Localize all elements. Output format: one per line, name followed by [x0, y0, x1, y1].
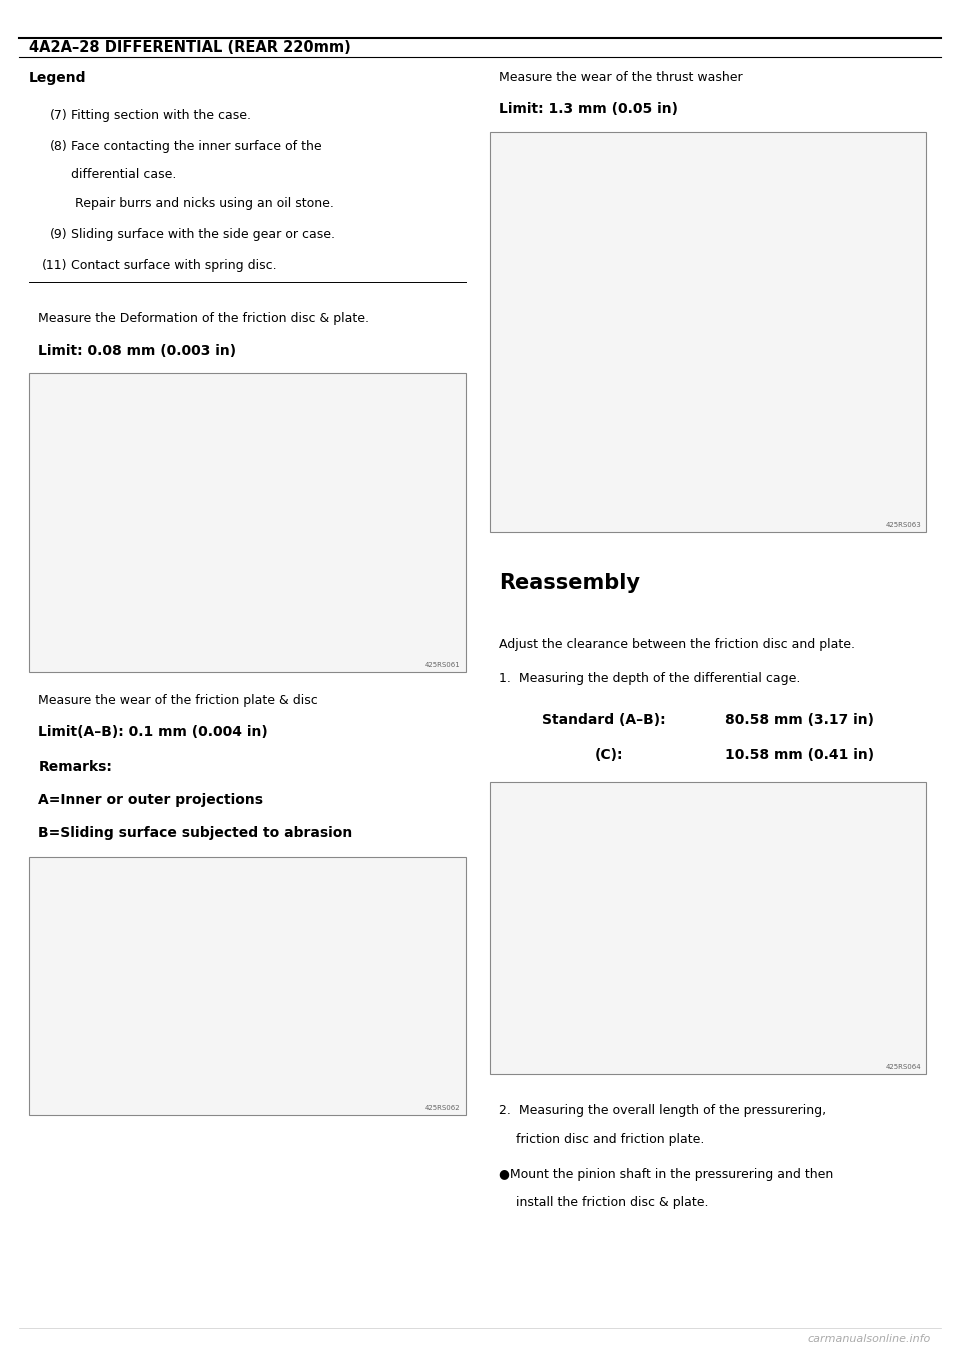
Text: 425RS061: 425RS061: [425, 663, 461, 668]
Text: Limit(A–B): 0.1 mm (0.004 in): Limit(A–B): 0.1 mm (0.004 in): [38, 725, 268, 739]
Text: Measure the Deformation of the friction disc & plate.: Measure the Deformation of the friction …: [38, 312, 370, 326]
Text: 10.58 mm (0.41 in): 10.58 mm (0.41 in): [725, 748, 874, 762]
FancyBboxPatch shape: [490, 132, 926, 532]
Text: Contact surface with spring disc.: Contact surface with spring disc.: [71, 259, 276, 273]
Text: 80.58 mm (3.17 in): 80.58 mm (3.17 in): [725, 713, 874, 727]
Text: Legend: Legend: [29, 71, 86, 84]
Text: 1.  Measuring the depth of the differential cage.: 1. Measuring the depth of the differenti…: [499, 672, 801, 686]
Text: carmanualsonline.info: carmanualsonline.info: [808, 1335, 931, 1344]
Text: Adjust the clearance between the friction disc and plate.: Adjust the clearance between the frictio…: [499, 638, 855, 652]
Text: (7): (7): [50, 109, 67, 122]
Text: Fitting section with the case.: Fitting section with the case.: [71, 109, 252, 122]
Text: ●Mount the pinion shaft in the pressurering and then: ●Mount the pinion shaft in the pressurer…: [499, 1168, 833, 1181]
Text: friction disc and friction plate.: friction disc and friction plate.: [516, 1133, 704, 1146]
Text: 4A2A–28 DIFFERENTIAL (REAR 220mm): 4A2A–28 DIFFERENTIAL (REAR 220mm): [29, 39, 350, 56]
FancyBboxPatch shape: [29, 373, 466, 672]
Text: Standard (A–B):: Standard (A–B):: [542, 713, 666, 727]
FancyBboxPatch shape: [29, 857, 466, 1115]
Text: (C):: (C):: [595, 748, 624, 762]
Text: differential case.: differential case.: [71, 168, 177, 182]
Text: (11): (11): [41, 259, 67, 273]
Text: 2.  Measuring the overall length of the pressurering,: 2. Measuring the overall length of the p…: [499, 1104, 827, 1118]
Text: Sliding surface with the side gear or case.: Sliding surface with the side gear or ca…: [71, 228, 335, 242]
Text: Remarks:: Remarks:: [38, 760, 112, 774]
Text: Limit: 1.3 mm (0.05 in): Limit: 1.3 mm (0.05 in): [499, 102, 678, 115]
Text: Reassembly: Reassembly: [499, 573, 640, 593]
Text: (9): (9): [50, 228, 67, 242]
Text: Limit: 0.08 mm (0.003 in): Limit: 0.08 mm (0.003 in): [38, 344, 236, 357]
Text: B=Sliding surface subjected to abrasion: B=Sliding surface subjected to abrasion: [38, 826, 352, 839]
Text: Measure the wear of the thrust washer: Measure the wear of the thrust washer: [499, 71, 743, 84]
Text: install the friction disc & plate.: install the friction disc & plate.: [516, 1196, 708, 1210]
Text: A=Inner or outer projections: A=Inner or outer projections: [38, 793, 263, 807]
Text: 425RS062: 425RS062: [425, 1105, 461, 1111]
Text: 425RS064: 425RS064: [886, 1065, 922, 1070]
Text: Measure the wear of the friction plate & disc: Measure the wear of the friction plate &…: [38, 694, 318, 708]
FancyBboxPatch shape: [490, 782, 926, 1074]
Text: (8): (8): [50, 140, 67, 153]
Text: 425RS063: 425RS063: [886, 523, 922, 528]
Text: Repair burrs and nicks using an oil stone.: Repair burrs and nicks using an oil ston…: [71, 197, 334, 210]
Text: Face contacting the inner surface of the: Face contacting the inner surface of the: [71, 140, 322, 153]
